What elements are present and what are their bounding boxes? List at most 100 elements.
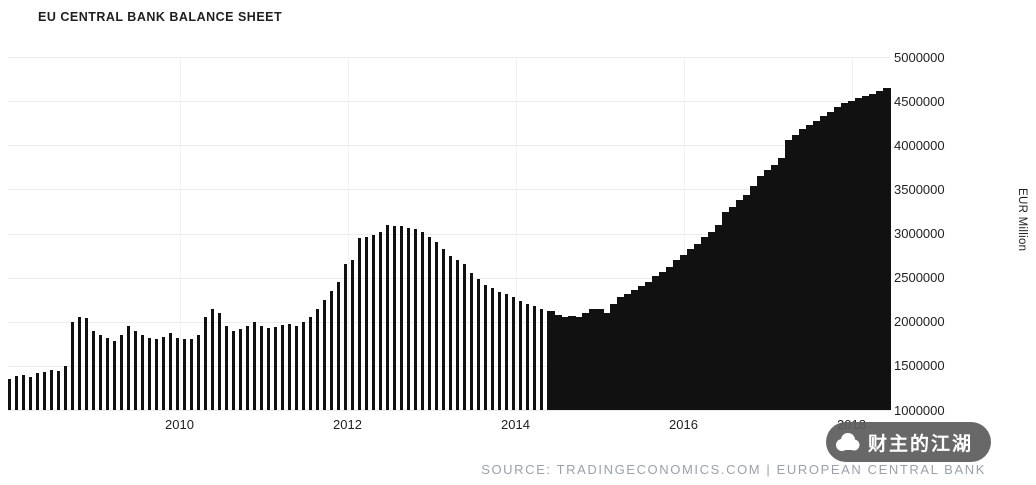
data-bar[interactable] bbox=[106, 337, 109, 410]
data-bar[interactable] bbox=[239, 328, 242, 410]
data-bar[interactable] bbox=[183, 339, 186, 410]
data-bar[interactable] bbox=[757, 176, 765, 410]
data-bar[interactable] bbox=[442, 249, 445, 410]
data-bar[interactable] bbox=[771, 164, 779, 410]
data-bar[interactable] bbox=[176, 337, 179, 410]
data-bar[interactable] bbox=[344, 264, 347, 410]
data-bar[interactable] bbox=[561, 317, 569, 410]
data-bar[interactable] bbox=[680, 254, 688, 410]
data-bar[interactable] bbox=[778, 157, 786, 410]
data-bar[interactable] bbox=[687, 249, 695, 410]
data-bar[interactable] bbox=[526, 304, 529, 410]
data-bar[interactable] bbox=[36, 372, 39, 410]
data-bar[interactable] bbox=[400, 226, 403, 410]
data-bar[interactable] bbox=[736, 199, 744, 410]
data-bar[interactable] bbox=[631, 289, 639, 410]
data-bar[interactable] bbox=[8, 379, 11, 410]
data-bar[interactable] bbox=[218, 312, 221, 410]
data-bar[interactable] bbox=[869, 94, 877, 410]
data-bar[interactable] bbox=[288, 324, 291, 410]
data-bar[interactable] bbox=[820, 116, 828, 410]
plot-area[interactable] bbox=[8, 57, 891, 411]
data-bar[interactable] bbox=[260, 326, 263, 410]
data-bar[interactable] bbox=[603, 312, 611, 410]
data-bar[interactable] bbox=[638, 286, 646, 410]
data-bar[interactable] bbox=[540, 308, 543, 410]
data-bar[interactable] bbox=[379, 231, 382, 410]
data-bar[interactable] bbox=[428, 237, 431, 410]
data-bar[interactable] bbox=[673, 259, 681, 410]
data-bar[interactable] bbox=[813, 120, 821, 410]
data-bar[interactable] bbox=[78, 317, 81, 410]
data-bar[interactable] bbox=[134, 330, 137, 410]
data-bar[interactable] bbox=[491, 288, 494, 410]
data-bar[interactable] bbox=[498, 291, 501, 410]
data-bar[interactable] bbox=[827, 111, 835, 410]
data-bar[interactable] bbox=[456, 259, 459, 410]
data-bar[interactable] bbox=[435, 242, 438, 410]
data-bar[interactable] bbox=[477, 279, 480, 410]
data-bar[interactable] bbox=[729, 207, 737, 410]
data-bar[interactable] bbox=[792, 134, 800, 410]
data-bar[interactable] bbox=[99, 335, 102, 410]
data-bar[interactable] bbox=[253, 321, 256, 410]
data-bar[interactable] bbox=[330, 290, 333, 410]
data-bar[interactable] bbox=[393, 225, 396, 410]
data-bar[interactable] bbox=[85, 318, 88, 410]
data-bar[interactable] bbox=[295, 326, 298, 410]
data-bar[interactable] bbox=[148, 337, 151, 410]
data-bar[interactable] bbox=[876, 90, 884, 410]
data-bar[interactable] bbox=[267, 327, 270, 410]
data-bar[interactable] bbox=[22, 374, 25, 410]
data-bar[interactable] bbox=[652, 275, 660, 410]
data-bar[interactable] bbox=[589, 308, 597, 410]
data-bar[interactable] bbox=[743, 194, 751, 410]
data-bar[interactable] bbox=[29, 377, 32, 410]
data-bar[interactable] bbox=[715, 224, 723, 410]
data-bar[interactable] bbox=[694, 244, 702, 410]
data-bar[interactable] bbox=[127, 326, 130, 410]
data-bar[interactable] bbox=[505, 293, 508, 410]
data-bar[interactable] bbox=[120, 335, 123, 410]
data-bar[interactable] bbox=[316, 308, 319, 410]
data-bar[interactable] bbox=[162, 336, 165, 410]
data-bar[interactable] bbox=[512, 297, 515, 410]
data-bar[interactable] bbox=[806, 124, 814, 410]
data-bar[interactable] bbox=[799, 129, 807, 410]
data-bar[interactable] bbox=[722, 212, 730, 410]
data-bar[interactable] bbox=[43, 372, 46, 410]
data-bar[interactable] bbox=[274, 327, 277, 410]
data-bar[interactable] bbox=[862, 95, 870, 410]
data-bar[interactable] bbox=[659, 272, 667, 410]
data-bar[interactable] bbox=[750, 185, 758, 410]
data-bar[interactable] bbox=[484, 284, 487, 410]
data-bar[interactable] bbox=[547, 311, 555, 410]
data-bar[interactable] bbox=[386, 224, 389, 410]
data-bar[interactable] bbox=[407, 228, 410, 410]
data-bar[interactable] bbox=[365, 237, 368, 410]
data-bar[interactable] bbox=[309, 317, 312, 410]
data-bar[interactable] bbox=[624, 293, 632, 410]
data-bar[interactable] bbox=[449, 255, 452, 410]
data-bar[interactable] bbox=[533, 305, 536, 410]
data-bar[interactable] bbox=[246, 326, 249, 410]
data-bar[interactable] bbox=[834, 107, 842, 410]
data-bar[interactable] bbox=[211, 308, 214, 410]
data-bar[interactable] bbox=[169, 333, 172, 410]
data-bar[interactable] bbox=[204, 317, 207, 410]
data-bar[interactable] bbox=[596, 308, 604, 410]
data-bar[interactable] bbox=[617, 297, 625, 410]
data-bar[interactable] bbox=[568, 316, 576, 410]
data-bar[interactable] bbox=[15, 376, 18, 410]
data-bar[interactable] bbox=[155, 339, 158, 410]
data-bar[interactable] bbox=[701, 237, 709, 410]
data-bar[interactable] bbox=[554, 314, 562, 410]
data-bar[interactable] bbox=[323, 299, 326, 410]
data-bar[interactable] bbox=[190, 338, 193, 410]
data-bar[interactable] bbox=[470, 273, 473, 410]
data-bar[interactable] bbox=[197, 335, 200, 410]
data-bar[interactable] bbox=[92, 330, 95, 410]
data-bar[interactable] bbox=[610, 304, 618, 410]
data-bar[interactable] bbox=[848, 101, 856, 410]
data-bar[interactable] bbox=[358, 237, 361, 410]
